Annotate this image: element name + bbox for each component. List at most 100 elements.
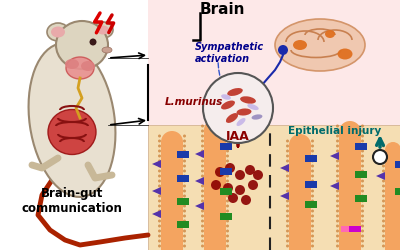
Circle shape (183, 164, 186, 168)
Circle shape (201, 230, 204, 232)
Circle shape (201, 234, 204, 238)
Circle shape (183, 190, 186, 192)
Circle shape (361, 164, 364, 168)
Circle shape (183, 160, 186, 162)
Circle shape (286, 214, 289, 218)
Circle shape (183, 180, 186, 182)
Circle shape (336, 230, 339, 232)
Circle shape (158, 180, 161, 182)
Circle shape (286, 160, 289, 162)
Circle shape (311, 234, 314, 238)
Circle shape (286, 154, 289, 158)
Circle shape (201, 134, 204, 138)
Circle shape (226, 204, 229, 208)
Circle shape (336, 194, 339, 198)
Bar (177, 221, 189, 228)
Circle shape (204, 119, 226, 141)
Circle shape (336, 220, 339, 222)
Circle shape (361, 224, 364, 228)
Circle shape (201, 224, 204, 228)
Circle shape (336, 200, 339, 202)
Bar (220, 213, 232, 220)
Circle shape (311, 190, 314, 192)
Circle shape (382, 164, 385, 168)
Circle shape (311, 144, 314, 148)
Polygon shape (330, 152, 339, 160)
Circle shape (201, 194, 204, 198)
Circle shape (286, 174, 289, 178)
Bar (204, 130, 226, 250)
Circle shape (361, 154, 364, 158)
Bar (305, 201, 317, 208)
Circle shape (201, 184, 204, 188)
Circle shape (311, 214, 314, 218)
Circle shape (226, 234, 229, 238)
Circle shape (201, 214, 204, 218)
Circle shape (311, 240, 314, 242)
Circle shape (226, 190, 229, 192)
Circle shape (382, 160, 385, 162)
Bar (395, 188, 400, 195)
Circle shape (311, 154, 314, 158)
Circle shape (382, 150, 385, 152)
Circle shape (311, 140, 314, 142)
Circle shape (183, 210, 186, 212)
Circle shape (158, 234, 161, 238)
Circle shape (336, 170, 339, 172)
Circle shape (286, 144, 289, 148)
Bar (305, 155, 317, 162)
Circle shape (183, 174, 186, 178)
Circle shape (361, 144, 364, 148)
Polygon shape (195, 202, 204, 210)
Circle shape (336, 214, 339, 218)
Circle shape (278, 45, 288, 55)
Bar (289, 145, 311, 250)
Circle shape (382, 224, 385, 228)
Circle shape (336, 190, 339, 192)
Circle shape (226, 154, 229, 158)
Circle shape (235, 185, 245, 195)
Circle shape (336, 154, 339, 158)
Circle shape (158, 140, 161, 142)
Circle shape (336, 144, 339, 148)
Circle shape (361, 210, 364, 212)
Circle shape (158, 164, 161, 168)
Circle shape (382, 204, 385, 208)
Circle shape (361, 240, 364, 242)
Circle shape (286, 224, 289, 228)
Ellipse shape (93, 22, 113, 38)
Circle shape (311, 174, 314, 178)
Polygon shape (195, 177, 204, 185)
Circle shape (223, 183, 233, 193)
Circle shape (226, 244, 229, 248)
Polygon shape (152, 210, 161, 218)
Circle shape (201, 220, 204, 222)
Circle shape (158, 184, 161, 188)
Circle shape (183, 200, 186, 202)
Bar (341, 226, 353, 232)
Circle shape (382, 210, 385, 212)
Polygon shape (280, 164, 289, 172)
Circle shape (158, 204, 161, 208)
Circle shape (311, 200, 314, 202)
Circle shape (286, 244, 289, 248)
Circle shape (158, 194, 161, 198)
Circle shape (215, 167, 225, 177)
Circle shape (361, 194, 364, 198)
Circle shape (382, 214, 385, 218)
Bar (220, 168, 232, 175)
Circle shape (201, 244, 204, 248)
Circle shape (183, 220, 186, 222)
Circle shape (382, 174, 385, 178)
Bar (177, 198, 189, 205)
Circle shape (158, 210, 161, 212)
Circle shape (289, 134, 311, 156)
Circle shape (158, 144, 161, 148)
Circle shape (361, 160, 364, 162)
Circle shape (90, 38, 96, 46)
Circle shape (336, 160, 339, 162)
Circle shape (361, 150, 364, 152)
Circle shape (226, 164, 229, 168)
Circle shape (382, 154, 385, 158)
Circle shape (158, 170, 161, 172)
